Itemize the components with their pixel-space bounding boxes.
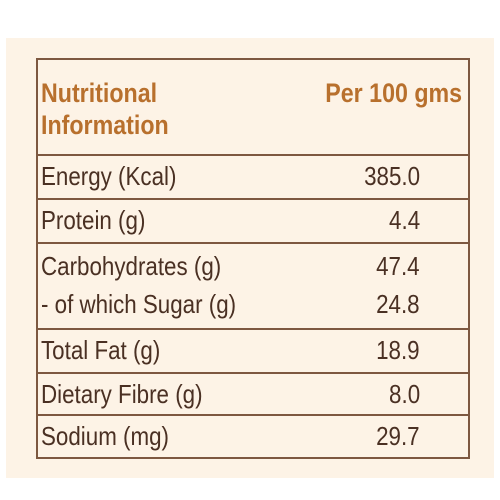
row-label: Dietary Fibre (g): [41, 379, 203, 409]
row-value: 18.9: [376, 335, 420, 365]
row-label: Energy (Kcal): [41, 161, 177, 191]
table-row-energy: Energy (Kcal) 385.0: [38, 156, 468, 200]
table-row-sodium: Sodium (mg) 29.7: [38, 416, 468, 457]
row-label: Protein (g): [41, 205, 146, 235]
table-row-total-fat: Total Fat (g) 18.9: [38, 330, 468, 374]
nutrition-table: Nutritional Information Per 100 gms Ener…: [36, 58, 470, 459]
table-row-protein: Protein (g) 4.4: [38, 200, 468, 244]
row-sub-value: 24.8: [376, 289, 420, 319]
table-header-row: Nutritional Information Per 100 gms: [38, 60, 468, 156]
row-label: Carbohydrates (g): [41, 251, 222, 281]
header-label-line2: Information: [41, 110, 169, 140]
row-label: Sodium (mg): [41, 421, 169, 451]
row-value: 385.0: [364, 161, 420, 191]
header-per-label: Per 100 gms: [325, 78, 462, 108]
row-value: 47.4: [376, 251, 420, 281]
row-sub-label: - of which Sugar (g): [41, 289, 237, 319]
header-label-line1: Nutritional: [41, 78, 158, 108]
row-value: 4.4: [388, 205, 420, 235]
row-label: Total Fat (g): [41, 335, 161, 365]
nutrition-panel: Nutritional Information Per 100 gms Ener…: [6, 38, 494, 478]
row-value: 29.7: [376, 421, 420, 451]
row-value: 8.0: [388, 379, 420, 409]
table-row-dietary-fibre: Dietary Fibre (g) 8.0: [38, 374, 468, 416]
table-row-carbohydrates: Carbohydrates (g) 47.4 - of which Sugar …: [38, 244, 468, 330]
